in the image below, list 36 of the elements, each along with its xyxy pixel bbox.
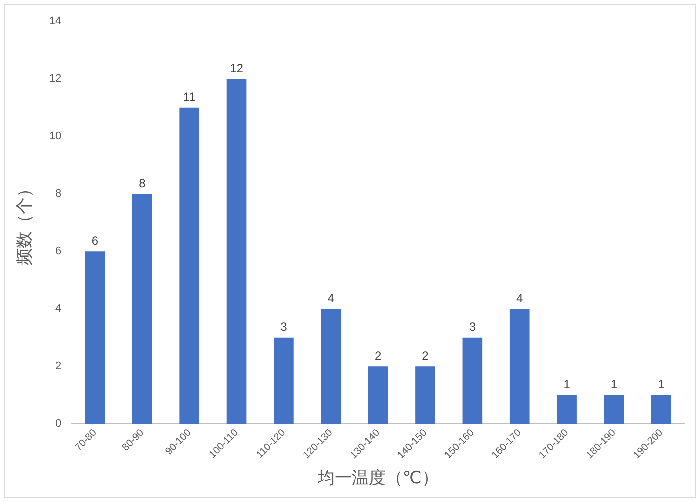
y-tick-label: 2 xyxy=(56,360,62,373)
data-label: 1 xyxy=(564,378,571,392)
y-tick-label: 4 xyxy=(56,303,62,316)
data-label: 11 xyxy=(183,90,196,104)
bar xyxy=(85,252,106,424)
data-label: 3 xyxy=(469,320,476,334)
y-axis-title: 频数（个） xyxy=(14,180,34,266)
y-tick-label: 10 xyxy=(49,130,62,143)
y-tick-label: 8 xyxy=(56,188,62,200)
data-label: 6 xyxy=(92,234,99,248)
data-label: 12 xyxy=(230,61,244,76)
bar xyxy=(180,108,200,424)
bar xyxy=(462,338,483,424)
data-label: 3 xyxy=(280,320,288,334)
data-label: 2 xyxy=(422,348,430,363)
data-label: 4 xyxy=(328,291,335,306)
bar xyxy=(510,309,530,424)
bar xyxy=(604,395,624,424)
y-tick-label: 6 xyxy=(56,246,62,258)
y-tick-label: 12 xyxy=(49,73,62,86)
bar xyxy=(132,194,152,424)
data-label: 2 xyxy=(374,348,382,363)
bar xyxy=(274,338,294,424)
bar xyxy=(652,395,672,424)
data-label: 1 xyxy=(610,378,618,392)
data-label: 4 xyxy=(516,291,524,306)
y-tick-label: 0 xyxy=(56,418,62,430)
bar xyxy=(557,395,577,424)
data-label: 8 xyxy=(139,176,146,190)
bar xyxy=(416,366,436,424)
bar xyxy=(368,366,388,424)
y-tick-label: 14 xyxy=(49,16,62,28)
data-label: 1 xyxy=(658,378,666,392)
bar xyxy=(226,79,247,424)
x-axis-title: 均一温度（℃） xyxy=(316,468,439,488)
bar xyxy=(321,309,342,424)
